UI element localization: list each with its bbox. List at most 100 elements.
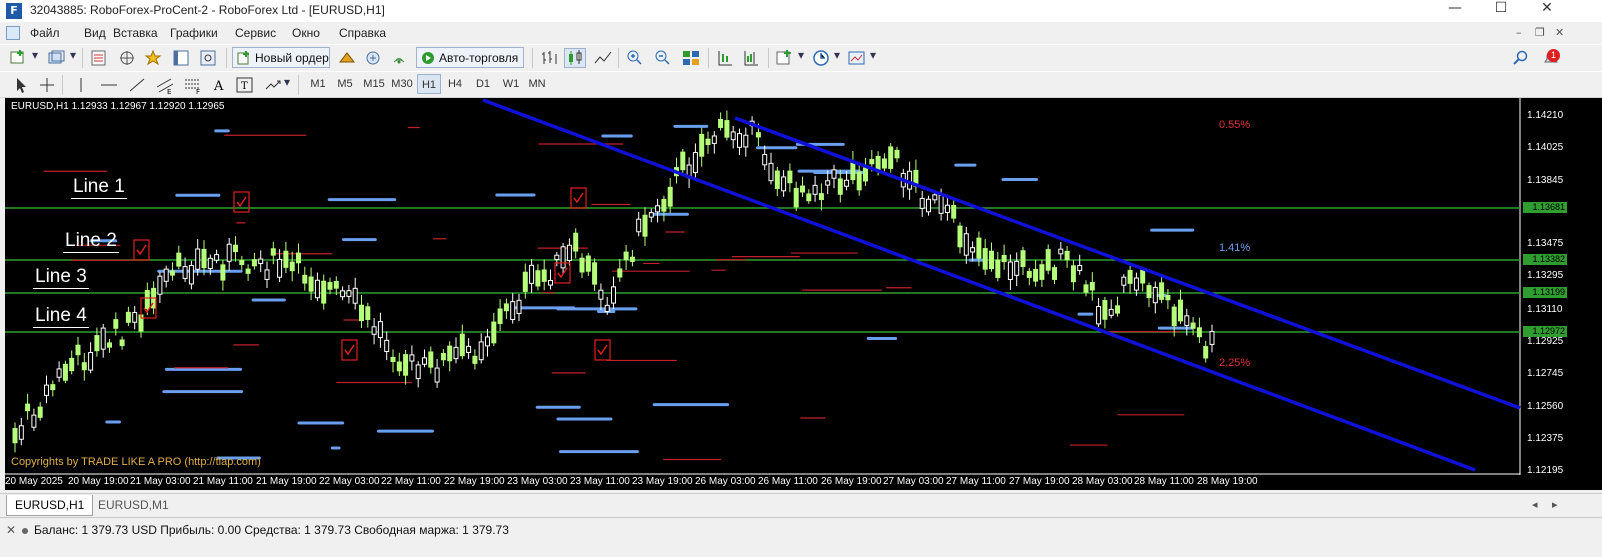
signal-box [233, 191, 250, 213]
menu-charts[interactable]: Графики [170, 26, 218, 40]
candle-body [352, 287, 358, 304]
candle-body [1026, 270, 1032, 278]
candle-body [403, 354, 409, 376]
menu-view[interactable]: Вид [84, 26, 106, 40]
new-order-button[interactable]: Новый ордер [232, 47, 330, 68]
new-chart-icon[interactable] [8, 48, 30, 68]
toolbar-separator [768, 48, 769, 68]
cursor-icon[interactable] [10, 75, 32, 95]
strategy-tester-icon[interactable] [198, 48, 220, 68]
channel-upper-line [734, 116, 1521, 410]
time-label: 21 May 03:00 [130, 476, 191, 487]
tab-scroll-right-icon[interactable]: ▸ [1552, 498, 1558, 511]
timeframe-d1[interactable]: D1 [475, 78, 491, 90]
chart-window[interactable]: EURUSD,H1 1.12933 1.12967 1.12920 1.1296… [5, 98, 1602, 490]
timeframe-h1[interactable]: H1 [417, 74, 441, 94]
candle-body [251, 259, 257, 267]
candle-body [699, 133, 705, 157]
candlestick-chart-icon[interactable] [564, 48, 586, 68]
navigator-icon[interactable] [142, 48, 164, 68]
horizontal-line-icon[interactable] [98, 75, 120, 95]
expert-advisor-icon[interactable] [336, 48, 358, 68]
chart-shift-icon[interactable] [740, 48, 762, 68]
tab-eurusd-h1[interactable]: EURUSD,H1 [6, 495, 94, 516]
candle-body [132, 312, 138, 323]
menu-insert[interactable]: Вставка [113, 26, 158, 40]
indicators-icon[interactable] [774, 48, 796, 68]
candle-body [579, 257, 585, 273]
candle-body [938, 195, 944, 214]
menu-file[interactable]: Файл [30, 26, 60, 40]
market-watch-icon[interactable] [88, 48, 110, 68]
arrows-icon[interactable] [262, 75, 284, 95]
vertical-line-icon[interactable] [70, 75, 92, 95]
mdi-close-button[interactable]: ✕ [1555, 26, 1565, 39]
profiles-icon[interactable] [46, 48, 68, 68]
chevron-down-icon[interactable]: ▾ [31, 48, 39, 62]
candle-body [56, 368, 62, 378]
radio-icon[interactable] [388, 48, 410, 68]
candle-body [793, 187, 799, 208]
menu-help[interactable]: Справка [339, 26, 387, 40]
mdi-minimize-button[interactable]: – [1516, 26, 1522, 39]
candle-body [314, 279, 320, 299]
status-close-icon[interactable]: ✕ [6, 523, 17, 537]
candle-body [856, 171, 862, 191]
periods-icon[interactable] [810, 48, 832, 68]
timeframe-mn[interactable]: MN [528, 78, 546, 90]
candle-body [94, 335, 100, 352]
timeframe-m15[interactable]: M15 [363, 78, 385, 90]
line-chart-icon[interactable] [592, 48, 614, 68]
candle-body [982, 248, 988, 270]
tile-windows-icon[interactable] [680, 48, 702, 68]
candle-body [755, 132, 761, 138]
crosshair-icon[interactable] [36, 75, 58, 95]
tab-eurusd-m1[interactable]: EURUSD,M1 [98, 498, 169, 512]
templates-icon[interactable] [846, 48, 868, 68]
timeframe-h4[interactable]: H4 [447, 78, 463, 90]
price-chart[interactable] [5, 98, 1602, 490]
tab-scroll-left-icon[interactable]: ◂ [1532, 498, 1538, 511]
candle-body [648, 212, 654, 218]
candle-body [18, 425, 24, 440]
candle-body [976, 237, 982, 259]
search-icon[interactable] [1510, 48, 1532, 68]
fibonacci-icon[interactable]: F [182, 75, 204, 96]
text-label-icon[interactable]: T [234, 75, 256, 95]
zoom-in-icon[interactable] [624, 48, 646, 68]
trendline-icon[interactable] [126, 75, 148, 95]
chevron-down-icon[interactable]: ▾ [833, 48, 841, 62]
minimize-button[interactable]: — [1448, 0, 1462, 16]
timeframe-m5[interactable]: M5 [337, 78, 353, 90]
chevron-down-icon[interactable]: ▾ [69, 48, 77, 62]
chevron-down-icon[interactable]: ▾ [869, 48, 877, 62]
timeframe-m30[interactable]: M30 [391, 78, 413, 90]
auto-scroll-icon[interactable] [714, 48, 736, 68]
text-icon[interactable]: A [208, 75, 230, 95]
equidistant-channel-icon[interactable]: E [154, 75, 176, 96]
chevron-down-icon[interactable]: ▾ [797, 48, 805, 62]
toolbar-separator [226, 48, 227, 68]
menu-tools[interactable]: Сервис [235, 26, 277, 40]
bar-chart-icon[interactable] [538, 48, 560, 68]
mdi-restore-button[interactable]: ❐ [1535, 26, 1545, 39]
maximize-button[interactable]: ☐ [1494, 0, 1508, 16]
autotrading-button[interactable]: Авто-торговля [416, 47, 524, 68]
zoom-out-icon[interactable] [652, 48, 674, 68]
data-window-icon[interactable] [116, 48, 138, 68]
checkmark-icon [597, 344, 608, 356]
candle-body [629, 256, 635, 262]
terminal-icon[interactable] [170, 48, 192, 68]
candle-body [81, 362, 87, 371]
chevron-down-icon[interactable]: ▾ [283, 75, 291, 89]
timeframe-w1[interactable]: W1 [502, 78, 520, 90]
timeframe-m1[interactable]: M1 [310, 78, 326, 90]
account-summary: Баланс: 1 379.73 USD Прибыль: 0.00 Средс… [34, 523, 509, 537]
level-price-tag: 1.13681 [1523, 202, 1567, 213]
price-tick: 1.14025 [1527, 142, 1564, 153]
menu-window[interactable]: Окно [292, 26, 320, 40]
signals-icon[interactable] [362, 48, 384, 68]
time-label: 21 May 19:00 [256, 476, 317, 487]
candle-body [453, 346, 459, 360]
close-button[interactable]: ✕ [1541, 0, 1553, 16]
